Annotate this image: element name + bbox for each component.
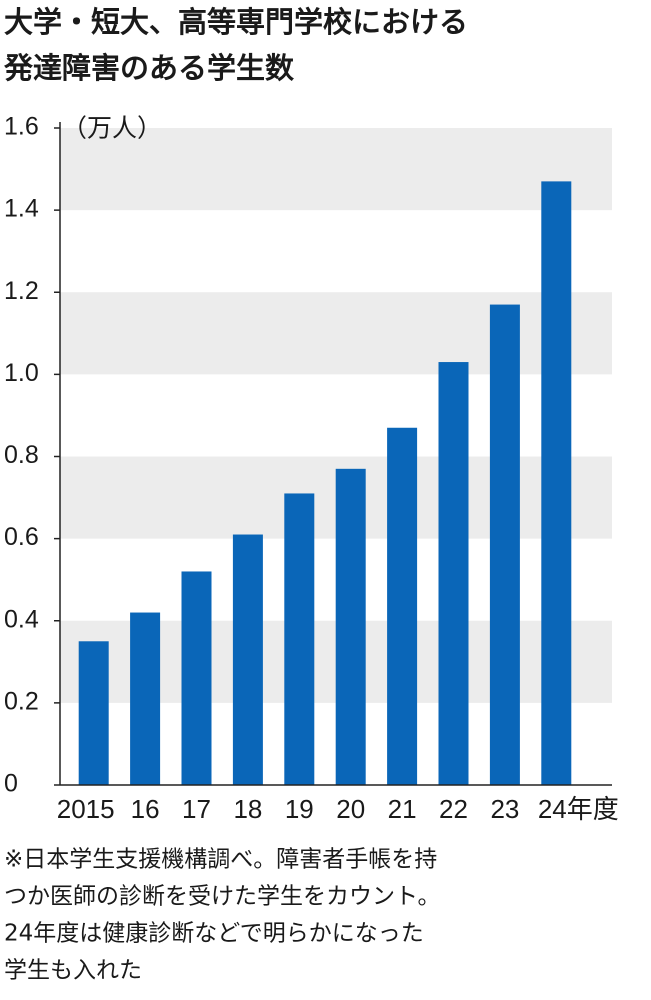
y-tick-label: 1.0 <box>4 359 39 387</box>
bar <box>489 304 520 785</box>
x-tick-label: 19 <box>285 794 314 824</box>
bar <box>335 468 366 785</box>
x-tick-label: 23 <box>490 794 519 824</box>
x-tick-label: 2015 <box>57 794 115 824</box>
x-tick-label: 17 <box>182 794 211 824</box>
y-tick-label: 0 <box>4 770 18 798</box>
y-tick-label: 1.6 <box>4 113 39 141</box>
bar <box>541 181 572 786</box>
y-tick-label: 0.4 <box>4 605 39 633</box>
note: 学生も入れた <box>4 958 142 984</box>
y-tick-label: 0.6 <box>4 523 39 551</box>
chart-title: 大学・短大、高等専門学校における <box>4 5 468 39</box>
bar <box>181 571 212 785</box>
grid-band <box>60 128 612 211</box>
y-tick-label: 0.8 <box>4 441 39 469</box>
bar <box>78 641 109 785</box>
y-tick-label: 1.4 <box>4 195 39 223</box>
x-tick-label: 16 <box>131 794 160 824</box>
note: ※日本学生支援機構調べ。障害者手帳を持 <box>4 847 437 873</box>
bar <box>130 612 161 785</box>
note: 24年度は健康診断などで明らかになった <box>4 921 424 947</box>
bar <box>438 362 469 785</box>
y-tick-label: 1.2 <box>4 277 39 305</box>
x-tick-label: 24年度 <box>538 794 619 824</box>
y-tick-label: 0.2 <box>4 687 39 715</box>
bar <box>232 534 263 785</box>
x-tick-label: 22 <box>439 794 468 824</box>
chart-title: 発達障害のある学生数 <box>3 51 295 85</box>
unit-label: （万人） <box>62 115 162 143</box>
x-tick-label: 21 <box>388 794 417 824</box>
x-tick-label: 18 <box>233 794 262 824</box>
note: つか医師の診断を受けた学生をカウント。 <box>4 884 441 910</box>
bar <box>284 493 315 785</box>
bar <box>387 427 418 785</box>
grid-band <box>60 292 612 375</box>
x-tick-label: 20 <box>336 794 365 824</box>
